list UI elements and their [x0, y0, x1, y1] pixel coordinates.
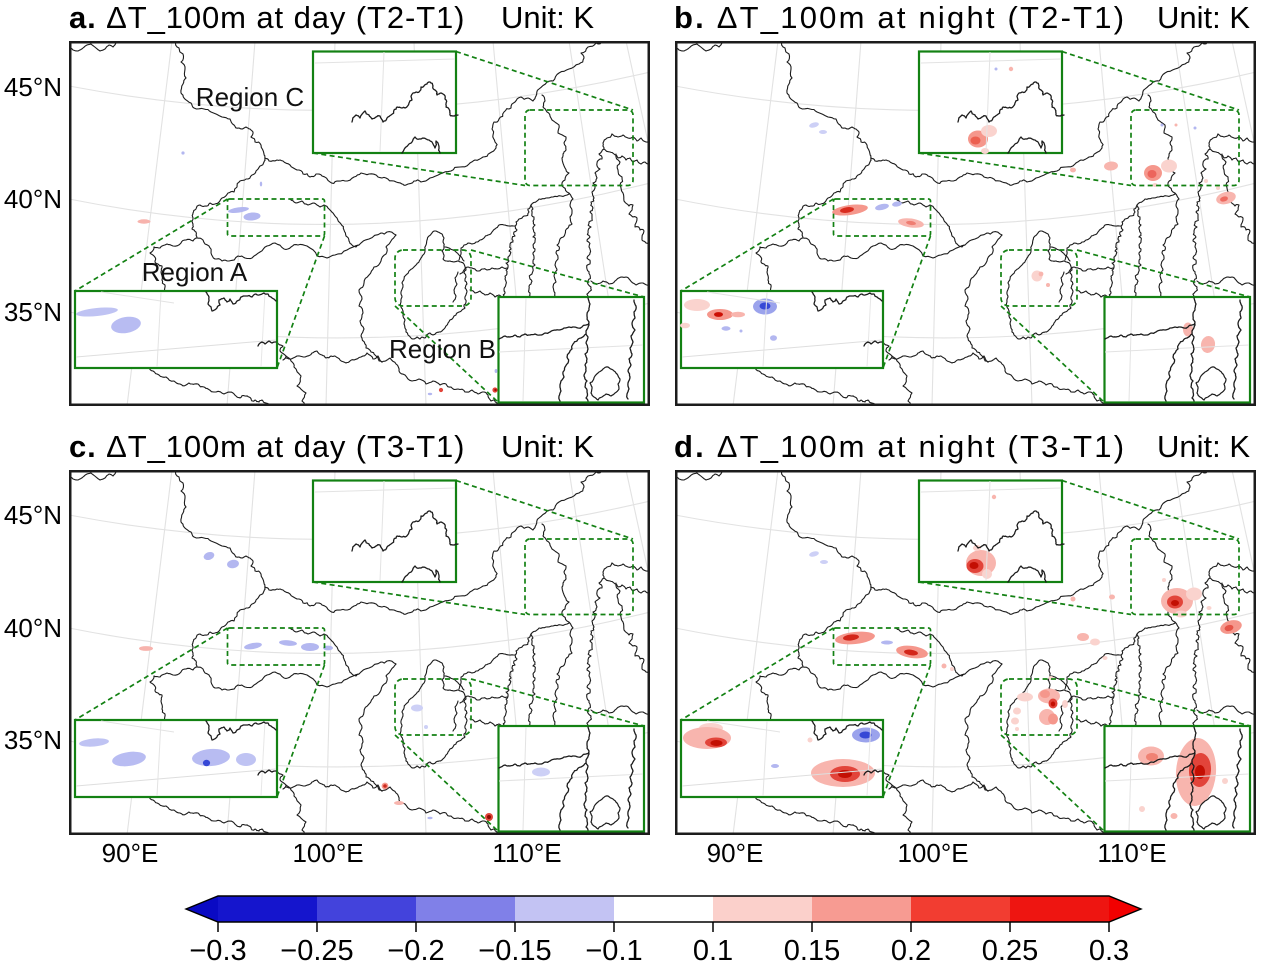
svg-text:Region A: Region A	[142, 257, 248, 287]
svg-text:0.3: 0.3	[1089, 935, 1129, 965]
svg-text:0.25: 0.25	[982, 935, 1038, 965]
svg-text:0.2: 0.2	[891, 935, 931, 965]
svg-text:−0.2: −0.2	[387, 935, 444, 965]
svg-text:0.1: 0.1	[693, 935, 733, 965]
svg-text:−0.3: −0.3	[189, 935, 246, 965]
svg-text:0.15: 0.15	[784, 935, 840, 965]
svg-text:Region C: Region C	[196, 82, 304, 112]
svg-text:−0.1: −0.1	[585, 935, 642, 965]
svg-text:Region B: Region B	[389, 334, 496, 364]
svg-text:−0.25: −0.25	[280, 935, 353, 965]
svg-text:−0.15: −0.15	[478, 935, 551, 965]
